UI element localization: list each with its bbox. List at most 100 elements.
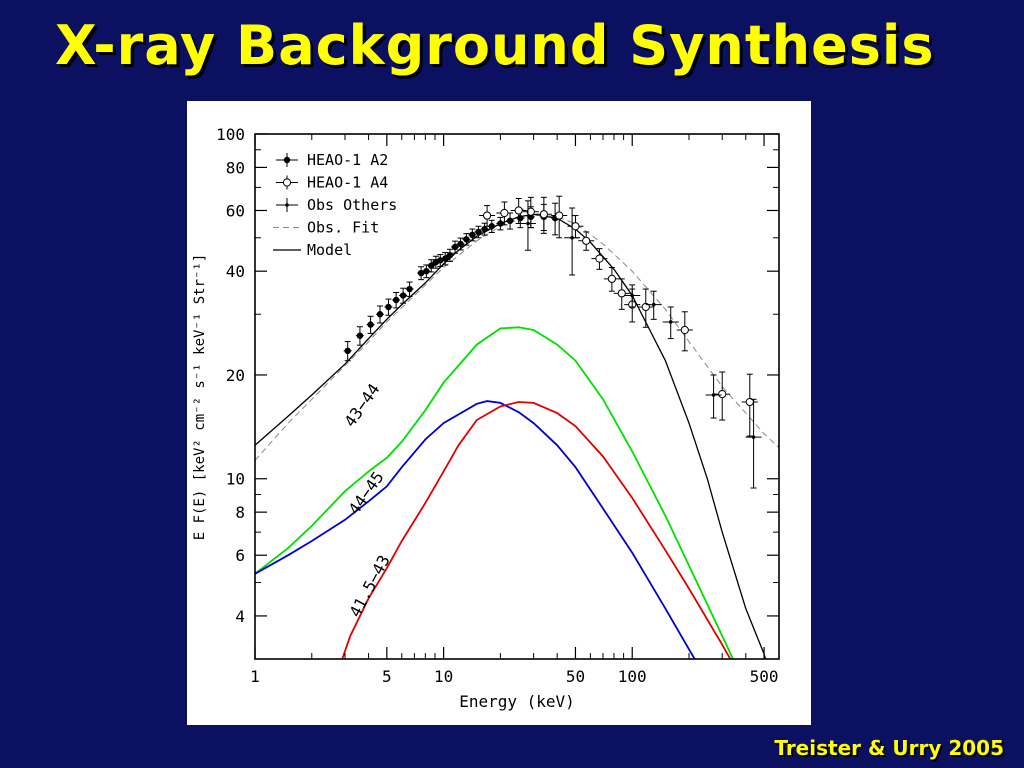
data-point-heao-1-a4 [613,278,630,310]
marker-open [595,254,604,263]
marker-filled [497,220,504,227]
x-tick-label: 1 [250,667,260,686]
data-points-layer [343,195,762,489]
marker-open [582,236,591,245]
data-point-heao-1-a4 [741,373,758,437]
data-point-heao-1-a2 [468,228,477,242]
legend-entry: HEAO-1 A4 [276,174,388,192]
marker-open [617,289,626,298]
data-point-heao-1-a4 [535,196,552,234]
marker-dot [668,320,673,324]
marker-filled [517,214,524,222]
ticks-layer: 1 5 10 50 100 500 4 6 8 10 20 40 60 80 100 [216,125,780,686]
data-point-obs-others [662,306,679,340]
data-point-heao-1-a2 [399,287,408,304]
data-point-heao-1-a4 [522,196,539,229]
marker-filled [385,303,392,311]
data-point-obs-others [519,200,536,251]
marker-filled [376,311,384,318]
data-point-heao-1-a2 [392,291,401,309]
marker-dot [651,302,656,307]
data-point-heao-1-a2 [441,252,450,266]
marker-filled [406,285,413,293]
series-line-43-44 [255,326,735,659]
y-tick-label: 80 [226,158,245,177]
figure-panel: 1 5 10 50 100 500 4 6 8 10 20 40 60 80 100 43−44 44−45 4… [187,101,811,725]
marker-dot [526,221,530,226]
legend-marker-open [282,178,292,187]
legend: HEAO-1 A2 HEAO-1 A4 Obs Others Obs. Fit Mode… [273,151,397,259]
marker-dot [570,235,574,240]
data-point-obs-others [624,284,641,308]
legend-entry: Obs. Fit [273,219,379,237]
marker-filled [442,255,449,262]
data-point-obs-others [645,290,662,320]
marker-open [607,274,616,283]
data-point-obs-others [705,374,722,419]
legend-label: Obs Others [307,196,397,214]
data-point-heao-1-a2 [451,240,460,254]
data-point-heao-1-a2 [405,281,414,297]
data-point-heao-1-a4 [603,266,620,292]
data-point-heao-1-a2 [474,225,483,239]
marker-open [526,207,535,216]
curves-layer [255,213,779,659]
marker-filled [506,217,514,225]
legend-marker-dot [285,203,289,207]
x-axis-label: Energy (keV) [459,692,575,711]
marker-filled [451,243,459,251]
y-tick-label: 8 [235,503,245,522]
data-point-obs-others [564,207,581,276]
marker-filled [446,252,454,259]
marker-open [500,208,509,218]
y-tick-label: 40 [226,262,245,281]
series-line-44-45 [255,400,696,659]
marker-dot [751,435,756,439]
marker-filled [392,296,400,304]
marker-filled [481,225,488,233]
marker-open [555,211,564,220]
x-tick-label: 500 [750,667,779,686]
data-point-heao-1-a4 [578,231,595,251]
x-tick-label: 50 [566,667,585,686]
marker-filled [367,321,374,328]
marker-open [514,206,523,215]
curve-label: 43−44 [340,380,383,430]
annotations-layer: 43−44 44−45 41.5−43 [340,380,393,620]
marker-open [482,211,492,220]
data-point-obs-others [745,398,762,489]
marker-open [641,302,650,312]
data-point-heao-1-a4 [510,197,527,225]
x-tick-label: 5 [382,667,392,686]
legend-entry: Obs Others [276,196,397,214]
data-point-heao-1-a2 [427,259,436,273]
marker-open [571,222,580,231]
series-line-41-5-43 [341,401,732,659]
marker-filled [457,240,464,248]
legend-entry: Model [273,241,352,259]
y-axis-label: E F(E) [keV² cm⁻² s⁻¹ keV⁻¹ Str⁻¹] [192,254,208,541]
marker-filled [428,262,435,269]
marker-filled [488,223,495,230]
marker-filled [463,236,470,243]
data-point-heao-1-a2 [376,305,385,324]
data-point-heao-1-a2 [355,326,364,346]
legend-label: Obs. Fit [307,219,379,237]
data-point-heao-1-a4 [479,205,496,227]
y-tick-label: 60 [226,201,245,220]
legend-label: Model [307,241,352,259]
citation-credit: Treister & Urry 2005 [774,736,1004,760]
x-tick-label: 100 [618,667,647,686]
data-point-heao-1-a2 [456,237,465,251]
marker-filled [356,332,364,339]
curve-label: 41.5−43 [345,552,393,620]
y-tick-label: 100 [216,125,245,144]
plot-frame [254,133,780,660]
marker-filled [399,292,407,299]
marker-filled [423,267,430,275]
data-point-heao-1-a2 [462,233,471,246]
curve-label: 44−45 [344,468,387,518]
marker-dot [711,393,716,397]
marker-filled [475,228,482,236]
